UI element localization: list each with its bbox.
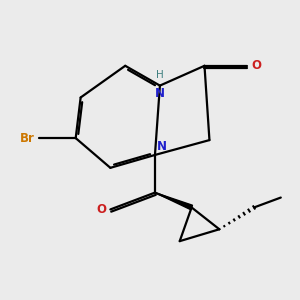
Text: N: N — [155, 87, 165, 100]
Text: Br: Br — [20, 132, 34, 145]
Text: H: H — [156, 70, 164, 80]
Text: O: O — [252, 59, 262, 72]
Text: O: O — [96, 203, 106, 216]
Polygon shape — [155, 193, 193, 210]
Text: N: N — [156, 140, 167, 154]
